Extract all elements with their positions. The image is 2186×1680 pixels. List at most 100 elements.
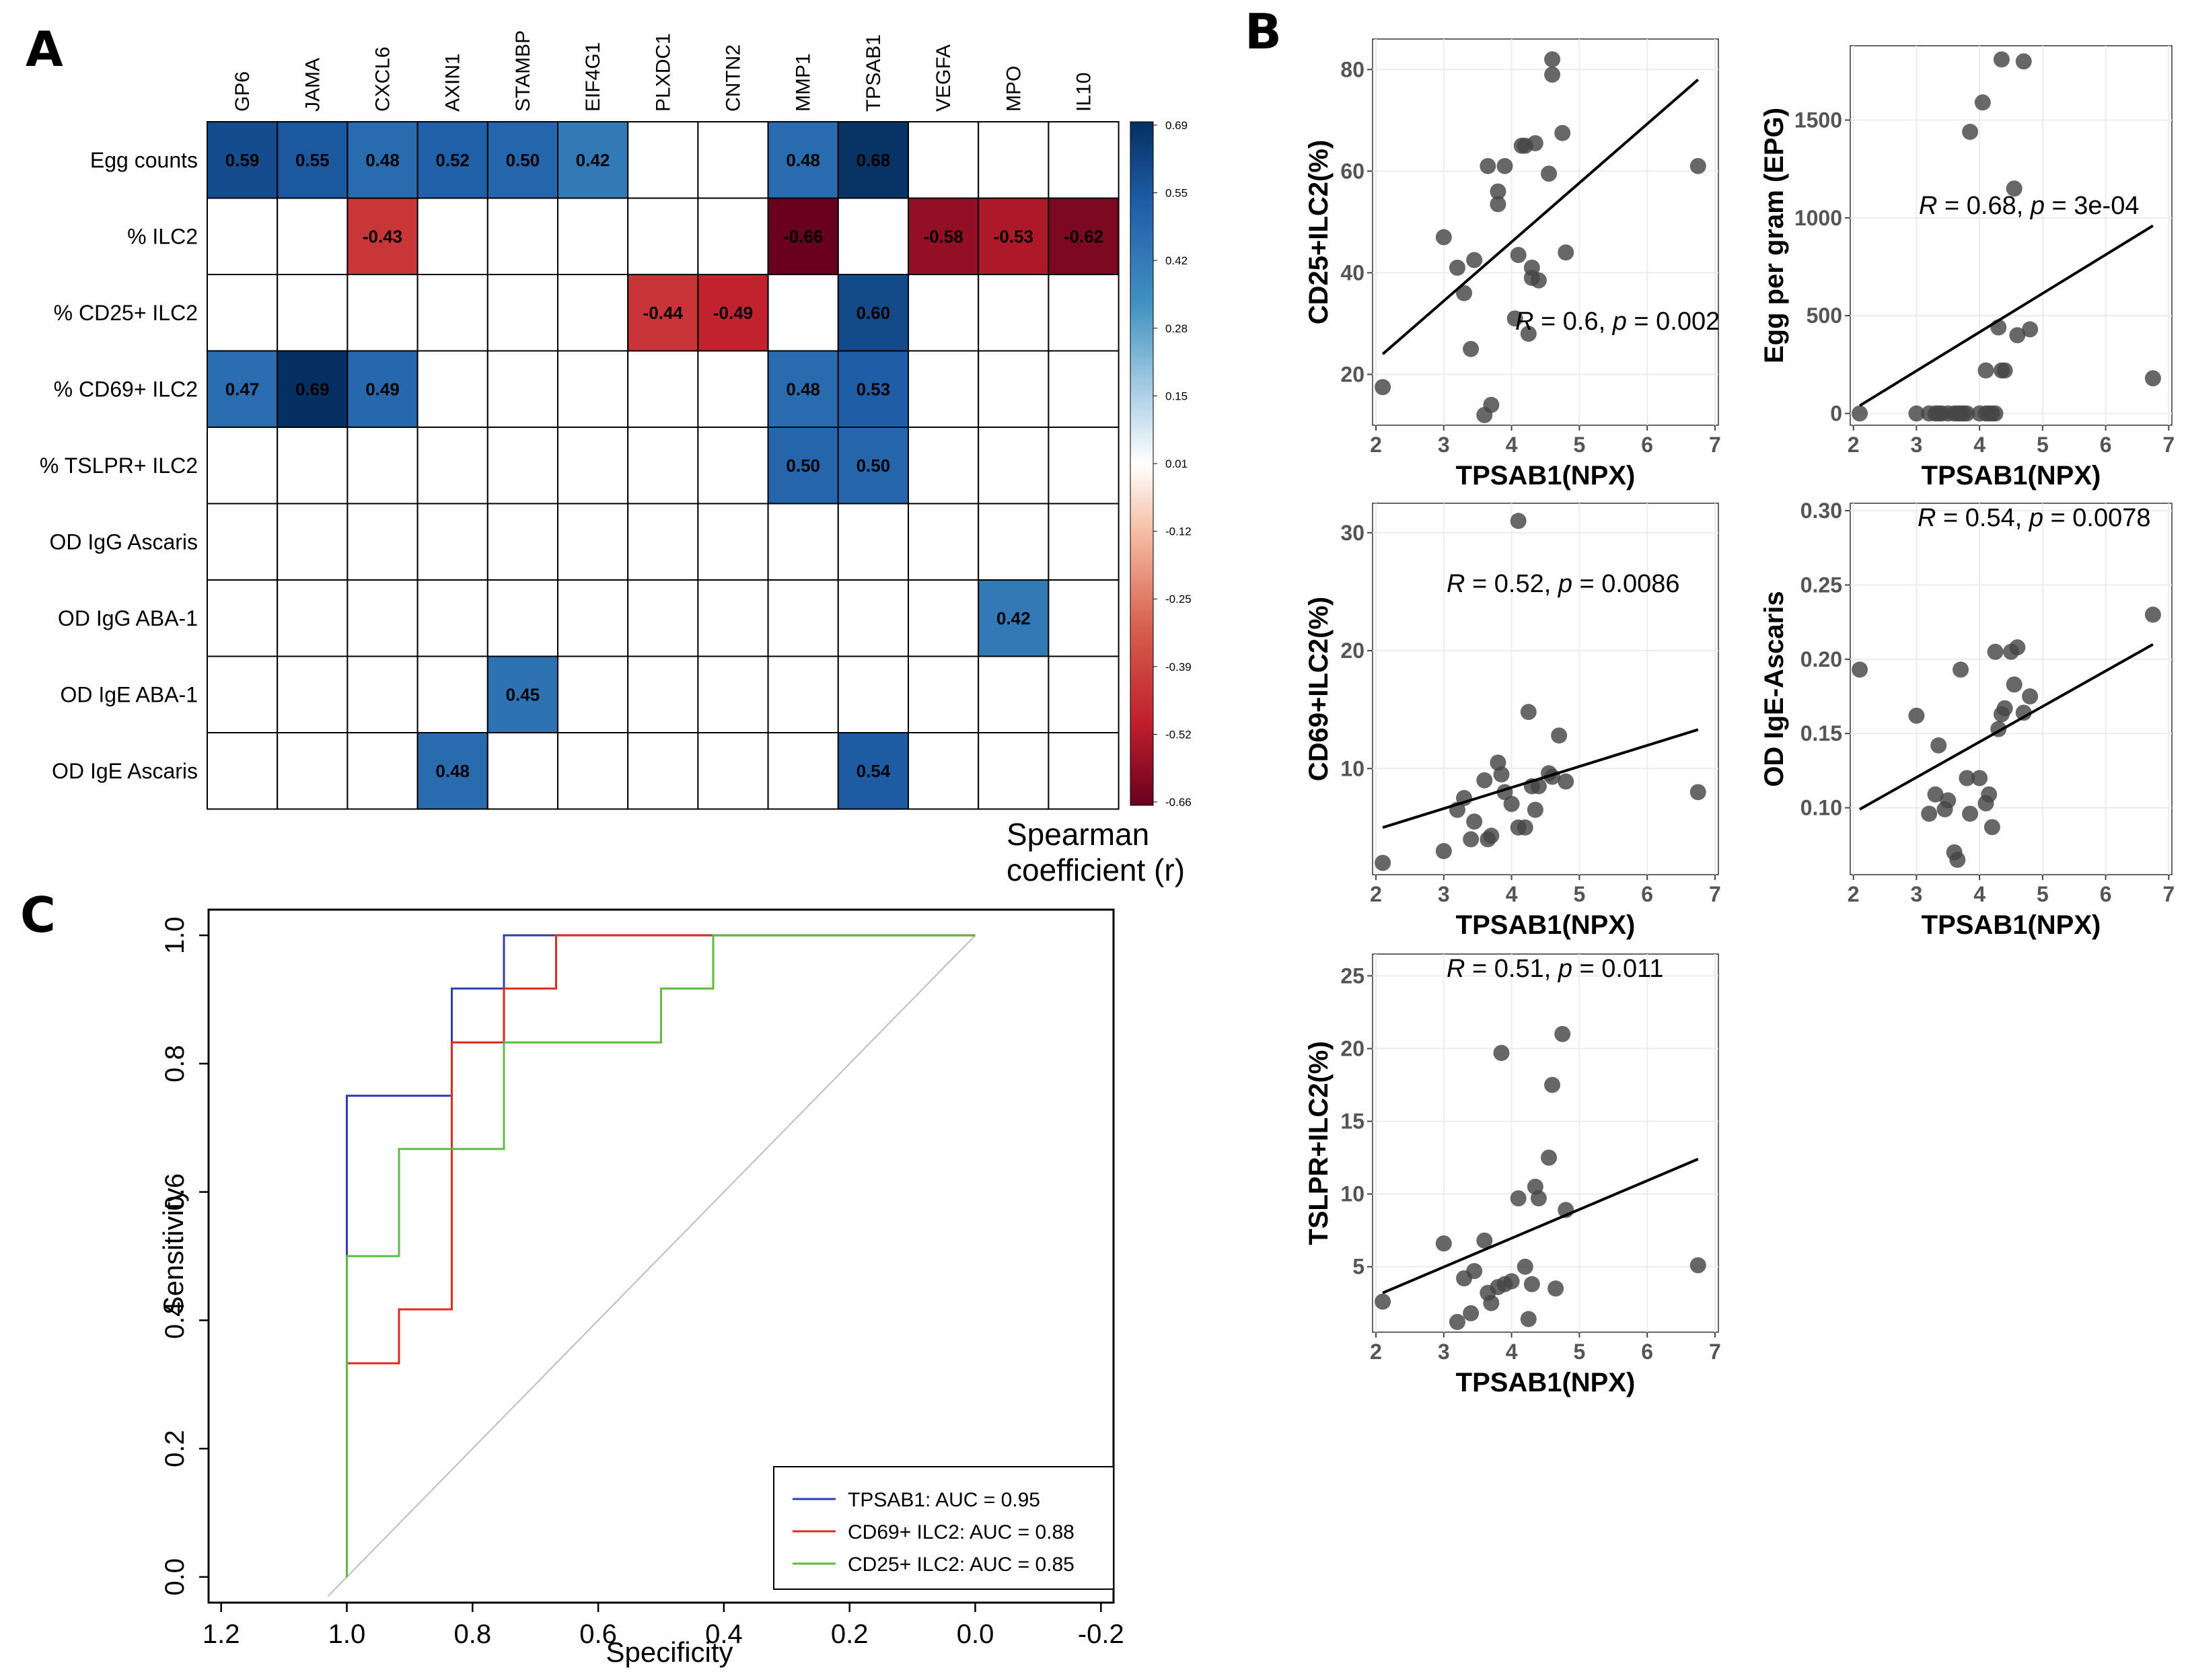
heatmap-column-label: EIF4G1 — [582, 42, 604, 112]
heatmap-cell — [486, 732, 558, 810]
data-point — [1496, 1276, 1513, 1292]
heatmap-cell — [627, 579, 699, 657]
y-tick-label: 0.15 — [1800, 721, 1842, 745]
r-value: = 0.54, — [1936, 504, 2029, 532]
data-point — [1476, 772, 1493, 789]
x-tick-label: 2 — [1370, 433, 1382, 457]
heatmap-cell — [697, 427, 769, 505]
data-point — [1959, 770, 1975, 787]
heatmap-cell — [486, 427, 558, 505]
heatmap-cell — [978, 350, 1050, 428]
x-tick-label: 5 — [1573, 433, 1585, 457]
scatter-egg-per-gram: 2 3 4 5 6 7 0 500 1000 1500 R = 0.68, p = 3e-04 TPS… — [1759, 45, 2175, 490]
x-axis-label: TPSAB1(NPX) — [1456, 1368, 1636, 1397]
heatmap-cell — [767, 732, 839, 810]
heatmap-cell — [486, 274, 558, 352]
colorbar-tick-label: 0.55 — [1165, 187, 1188, 200]
heatmap-cell — [1048, 274, 1120, 352]
heatmap-cell — [978, 274, 1050, 352]
heatmap-cell — [1048, 427, 1120, 505]
heatmap-cell — [837, 732, 910, 810]
data-point — [1551, 727, 1568, 744]
data-point — [2022, 321, 2039, 338]
regression-line — [1859, 643, 2154, 811]
heatmap-cell — [207, 274, 279, 352]
heatmap-row-label: % CD69+ ILC2 — [54, 377, 198, 401]
data-point — [1375, 379, 1391, 396]
data-point — [1953, 661, 1969, 678]
data-point — [1503, 795, 1520, 812]
p-value: = 3e-04 — [2045, 192, 2140, 220]
colorbar-tick-label: 0.42 — [1165, 254, 1188, 267]
p-symbol: p — [2029, 504, 2043, 532]
data-point — [1541, 1149, 1558, 1166]
x-tick-label: 6 — [1641, 1340, 1653, 1364]
colorbar-tick-label: -0.39 — [1165, 661, 1192, 673]
colorbar-tick-label: 0.01 — [1165, 458, 1188, 470]
heatmap-cell — [347, 732, 418, 810]
y-tick-label: 30 — [1340, 521, 1364, 545]
regression-line — [1381, 78, 1700, 355]
heatmap-cell — [486, 350, 558, 428]
heatmap-row-label: % ILC2 — [127, 224, 198, 248]
heatmap-cell — [207, 732, 279, 810]
heatmap-cell — [207, 197, 279, 275]
x-tick-label: 7 — [2162, 433, 2175, 457]
heatmap-cell — [277, 197, 349, 275]
regression-line — [1382, 1157, 1699, 1294]
heatmap-cell — [837, 197, 910, 275]
heatmap-cell — [978, 197, 1050, 275]
roc-curve-plot: 1.2 1.0 0.8 0.6 0.4 0.2 0.0 -0.2 0.0 0.2 0.4 0.6 0.8… — [157, 908, 1124, 1668]
heatmap-column-label: CNTN2 — [723, 44, 745, 112]
roc-legend-box — [773, 1466, 1114, 1590]
data-point — [1547, 1280, 1564, 1297]
x-axis-label: TPSAB1(NPX) — [1456, 461, 1636, 490]
heatmap-column-label: AXIN1 — [442, 53, 464, 112]
heatmap-cell-value: 0.48 — [435, 761, 470, 781]
colorbar-gradient — [1130, 121, 1154, 806]
p-value: = 0.0078 — [2043, 504, 2151, 532]
heatmap-cell-value: 0.49 — [365, 379, 400, 399]
data-point — [1959, 405, 1975, 422]
x-tick-label: 5 — [1573, 882, 1585, 906]
heatmap-cell — [697, 197, 769, 275]
data-point — [1689, 784, 1706, 801]
heatmap-cell — [978, 655, 1050, 733]
x-tick-label: 4 — [1506, 433, 1518, 457]
x-tick-label: 7 — [1709, 882, 1721, 906]
data-point — [1987, 405, 2004, 422]
heatmap-cell — [557, 121, 629, 199]
heatmap-cell — [767, 655, 839, 733]
x-tick-label: 5 — [2037, 433, 2049, 457]
y-tick-label: 20 — [1340, 638, 1364, 663]
plot-frame — [1850, 45, 2173, 426]
data-point — [1496, 157, 1513, 174]
heatmap-cell — [277, 503, 349, 581]
scatter-cd69-ilc2: 2 3 4 5 6 7 10 20 30 R = 0.52, p = 0.0086 TPSAB1(N… — [1304, 503, 1721, 940]
plot-frame — [1372, 38, 1719, 426]
data-point — [2009, 327, 2026, 344]
heatmap-cell — [837, 350, 910, 428]
x-tick-label: 4 — [1973, 433, 1985, 457]
heatmap-cell — [557, 197, 629, 275]
x-tick-label: 4 — [1506, 882, 1518, 906]
heatmap-cell — [627, 274, 699, 352]
heatmap-cell-value: 0.52 — [435, 150, 470, 170]
p-value: = 0.002 — [1627, 307, 1720, 336]
heatmap-cell — [697, 503, 769, 581]
y-tick-label: 25 — [1340, 963, 1364, 988]
scatter-cd25-ilc2: 2 3 4 5 6 7 20 40 60 80 R = 0.6, p = 0.002 TPSAB1(N… — [1304, 38, 1721, 490]
heatmap-cell — [557, 732, 629, 810]
x-tick-label: 5 — [1573, 1340, 1585, 1364]
data-point — [2015, 704, 2032, 721]
roc-y-tick-label: 0.8 — [160, 1045, 190, 1083]
data-point — [1493, 1044, 1510, 1061]
data-point — [1466, 1263, 1483, 1280]
data-point — [1558, 244, 1574, 261]
data-point — [1476, 1232, 1493, 1249]
roc-x-tick-label: 0.6 — [579, 1619, 617, 1649]
roc-curve — [345, 934, 976, 1577]
x-tick-label: 6 — [1641, 882, 1653, 906]
heatmap-cell-value: -0.53 — [994, 226, 1033, 246]
heatmap-cell — [627, 427, 699, 505]
